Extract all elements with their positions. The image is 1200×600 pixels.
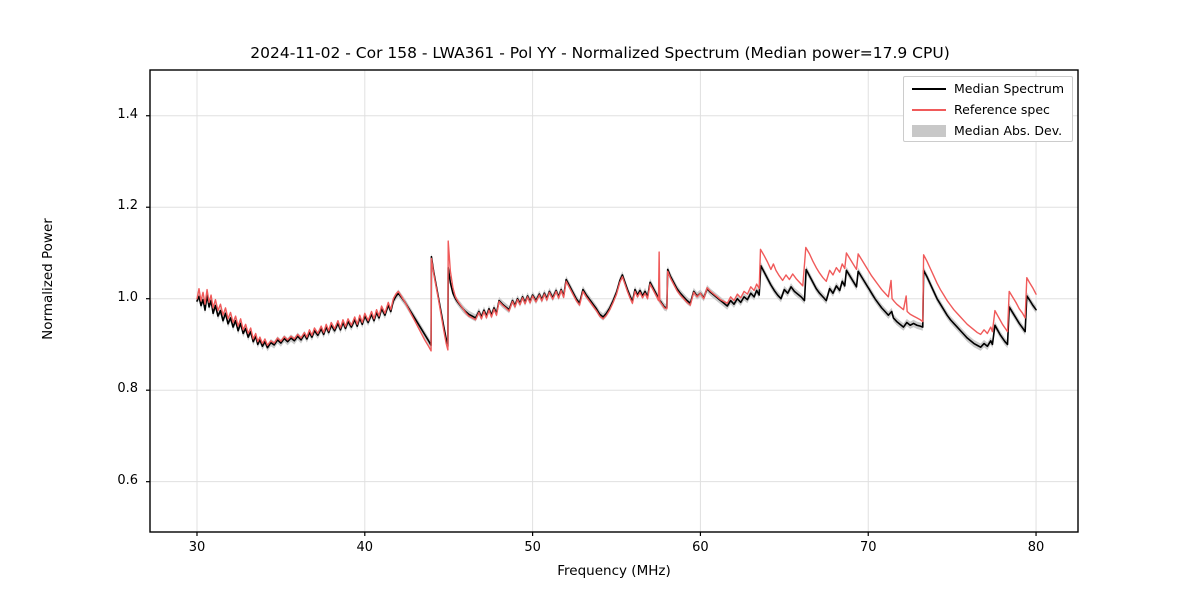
legend-item-median-spectrum: Median Spectrum [904, 78, 1074, 100]
x-tick-label: 60 [692, 540, 709, 555]
x-axis-label: Frequency (MHz) [557, 563, 671, 579]
x-tick-label: 30 [188, 540, 206, 555]
x-tick-label: 70 [859, 540, 877, 555]
y-tick-label: 1.2 [117, 198, 138, 214]
legend-swatch-reference-spec [912, 109, 946, 111]
legend: Median Spectrum Reference spec Median Ab… [903, 76, 1073, 142]
y-tick-label: 1.0 [117, 289, 138, 305]
legend-item-median-abs-dev: Median Abs. Dev. [904, 120, 1074, 142]
y-tick-label: 1.4 [117, 106, 138, 122]
y-tick-label: 0.6 [117, 472, 138, 488]
x-tick-label: 80 [1027, 540, 1045, 555]
legend-swatch-median-spectrum [912, 88, 946, 91]
legend-item-reference-spec: Reference spec [904, 99, 1074, 121]
y-tick-label: 0.8 [117, 381, 138, 397]
legend-label-median-abs-dev: Median Abs. Dev. [954, 123, 1063, 138]
x-tick-label: 50 [524, 540, 541, 555]
x-tick-label: 40 [356, 540, 374, 555]
legend-label-median-spectrum: Median Spectrum [954, 81, 1065, 96]
plot-frame [149, 69, 1079, 533]
reference-spec-line [196, 240, 1037, 352]
page-title: 2024-11-02 - Cor 158 - LWA361 - Pol YY -… [250, 44, 950, 62]
legend-label-reference-spec: Reference spec [954, 102, 1050, 117]
legend-swatch-median-abs-dev [912, 125, 946, 137]
